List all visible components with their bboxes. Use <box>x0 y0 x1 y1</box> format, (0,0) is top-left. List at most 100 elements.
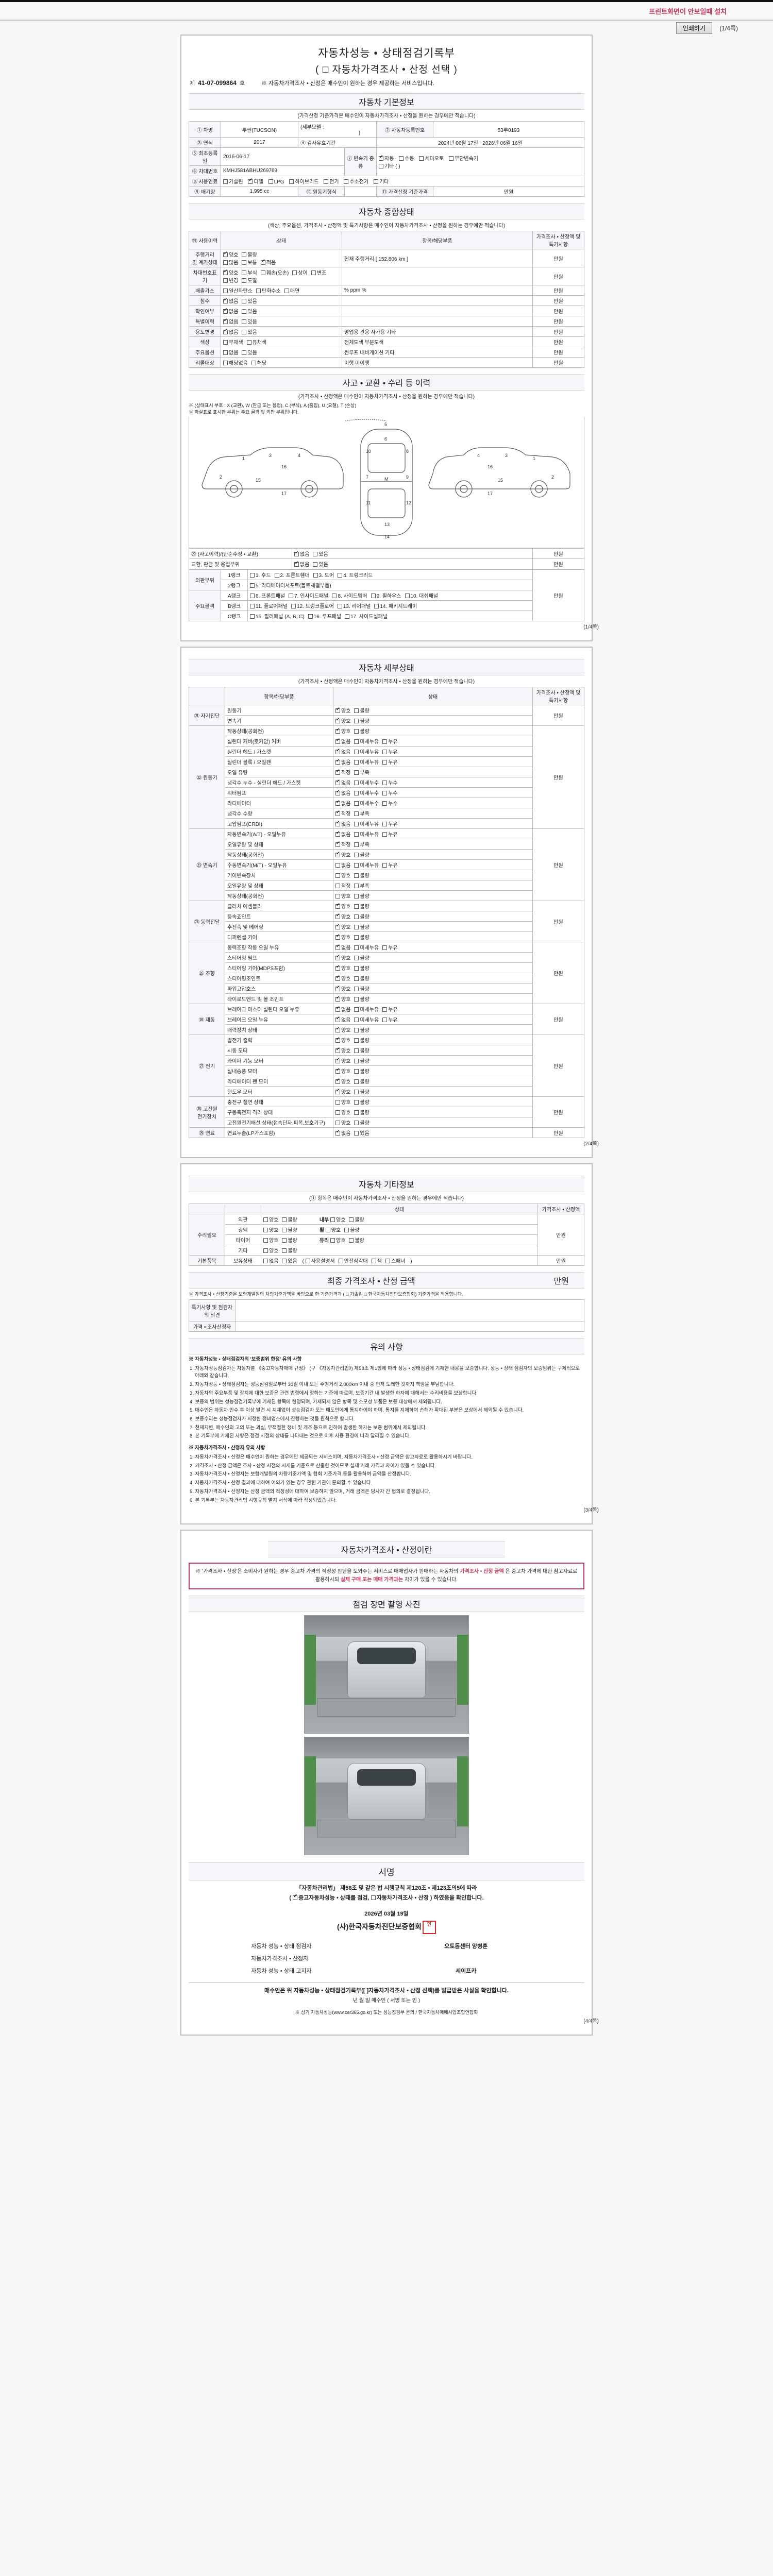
checkbox-icon[interactable] <box>354 1090 359 1094</box>
checkbox-icon[interactable] <box>354 729 359 734</box>
det-2-0-opt-2[interactable]: 누유 <box>382 830 398 838</box>
checkbox-icon[interactable] <box>242 270 247 275</box>
overall-1-0-opt-1[interactable]: 부식 <box>242 268 257 276</box>
checkbox-icon[interactable] <box>305 1259 310 1263</box>
det-6-0-opt-1[interactable]: 불량 <box>354 1036 369 1044</box>
det-1-4-opt-0[interactable]: 적정 <box>335 768 350 776</box>
det-5-2-opt-0[interactable]: 양호 <box>335 1026 350 1033</box>
det-4-0-opt-1[interactable]: 미세누유 <box>354 943 379 951</box>
etc-0-3-opt-1[interactable]: 불량 <box>282 1246 297 1254</box>
det-3-0-opt-0[interactable]: 양호 <box>335 902 350 910</box>
checkbox-icon[interactable] <box>242 252 247 257</box>
checkbox-icon[interactable] <box>250 614 255 619</box>
checkbox-icon[interactable] <box>371 1259 376 1263</box>
checkbox-icon[interactable] <box>382 863 388 868</box>
overall-6-0-opt-1[interactable]: 있음 <box>242 328 257 335</box>
checkbox-icon[interactable] <box>242 260 247 265</box>
det-6-4-opt-0[interactable]: 양호 <box>335 1077 350 1085</box>
checkbox-icon[interactable] <box>354 904 359 909</box>
det-2-3-opt-1[interactable]: 미세누유 <box>354 861 379 869</box>
det-1-1-opt-0[interactable]: 없음 <box>335 737 350 745</box>
checkbox-icon[interactable] <box>335 1026 340 1032</box>
frame-item-0-2[interactable]: 8. 사이드멤버 <box>332 591 367 599</box>
det-1-9-opt-2[interactable]: 누유 <box>382 820 398 827</box>
det-3-1-opt-0[interactable]: 양호 <box>335 912 350 920</box>
frame-item-0-0[interactable]: 6. 프론트패널 <box>250 591 285 599</box>
det-2-0-opt-1[interactable]: 미세누유 <box>354 830 379 838</box>
checkbox-icon[interactable] <box>313 573 318 578</box>
checkbox-icon[interactable] <box>335 831 340 837</box>
frame-item-2-2[interactable]: 17. 사이드실패널 <box>345 612 388 620</box>
checkbox-icon[interactable] <box>354 1028 359 1032</box>
checkbox-icon[interactable] <box>335 923 340 929</box>
det-1-3-opt-2[interactable]: 누유 <box>382 758 398 766</box>
det-0-1-opt-0[interactable]: 양호 <box>335 717 350 724</box>
checkbox-icon[interactable] <box>335 913 340 919</box>
checkbox-icon[interactable] <box>354 1069 359 1074</box>
checkbox-icon[interactable] <box>382 1018 388 1022</box>
det-6-3-opt-0[interactable]: 양호 <box>335 1067 350 1075</box>
frame-item-1-0[interactable]: 11. 플로어패널 <box>250 602 288 609</box>
overall-3-0-opt-1[interactable]: 있음 <box>242 297 257 304</box>
checkbox-icon[interactable] <box>354 1110 359 1115</box>
checkbox-icon[interactable] <box>263 1238 268 1243</box>
checkbox-icon[interactable] <box>354 884 359 888</box>
det-4-3-opt-0[interactable]: 양호 <box>335 974 350 982</box>
det-5-1-opt-1[interactable]: 미세누유 <box>354 1015 379 1023</box>
frame-item-2-1[interactable]: 16. 루프패널 <box>308 612 341 620</box>
checkbox-icon[interactable] <box>354 1079 359 1084</box>
checkbox-icon[interactable] <box>242 278 247 283</box>
checkbox-icon[interactable] <box>335 934 340 940</box>
checkbox-icon[interactable] <box>354 1007 359 1012</box>
det-3-3-opt-0[interactable]: 양호 <box>335 933 350 941</box>
det-2-2-opt-0[interactable]: 양호 <box>335 851 350 858</box>
checkbox-icon[interactable] <box>335 841 340 847</box>
checkbox-icon[interactable] <box>292 270 297 275</box>
overall-0-0-opt-1[interactable]: 불량 <box>242 250 257 258</box>
checkbox-icon[interactable] <box>337 604 342 608</box>
det-6-1-opt-1[interactable]: 불량 <box>354 1046 369 1054</box>
checkbox-icon[interactable] <box>251 361 256 365</box>
print-button[interactable]: 인쇄하기 <box>676 22 712 34</box>
panel-item-0-3[interactable]: 4. 트렁크리드 <box>338 571 373 579</box>
det-1-6-opt-2[interactable]: 누수 <box>382 789 398 796</box>
checkbox-icon[interactable] <box>354 914 359 919</box>
checkbox-icon[interactable] <box>263 1248 268 1253</box>
det-7-2-opt-1[interactable]: 불량 <box>354 1118 369 1126</box>
det-8-0-opt-0[interactable]: 없음 <box>335 1129 350 1137</box>
det-4-3-opt-1[interactable]: 불량 <box>354 974 369 982</box>
det-3-2-opt-1[interactable]: 불량 <box>354 923 369 930</box>
checkbox-icon[interactable] <box>330 1238 335 1243</box>
checkbox-icon[interactable] <box>354 1018 359 1022</box>
checkbox-icon[interactable] <box>354 925 359 929</box>
frame-item-1-2[interactable]: 13. 리어패널 <box>337 602 371 609</box>
checkbox-icon[interactable] <box>308 614 313 619</box>
rear-view-photo[interactable] <box>304 1737 469 1856</box>
checkbox-icon[interactable] <box>250 604 255 608</box>
checkbox-icon[interactable] <box>313 552 318 556</box>
checkbox-icon[interactable] <box>354 1048 359 1053</box>
checkbox-icon[interactable] <box>223 179 228 184</box>
checkbox-icon[interactable] <box>354 822 359 826</box>
checkbox-icon[interactable] <box>223 289 228 293</box>
checkbox-icon[interactable] <box>330 1217 335 1222</box>
checkbox-icon[interactable] <box>335 800 340 806</box>
etc-0-2-opt-1[interactable]: 불량 <box>282 1236 297 1244</box>
checkbox-icon[interactable] <box>335 779 340 785</box>
det-4-0-opt-2[interactable]: 누유 <box>382 943 398 951</box>
checkbox-icon[interactable] <box>354 894 359 899</box>
checkbox-icon[interactable] <box>354 719 359 723</box>
det-2-1-opt-1[interactable]: 부족 <box>354 840 369 848</box>
fuel-opt-hydrogen[interactable]: 수소전기 <box>344 177 368 185</box>
checkbox-icon[interactable] <box>335 1006 340 1012</box>
trans-opt-manual[interactable]: 수동 <box>399 154 414 162</box>
det-2-5-opt-0[interactable]: 적정 <box>335 882 350 889</box>
checkbox-icon[interactable] <box>324 179 329 184</box>
det-3-1-opt-1[interactable]: 불량 <box>354 912 369 920</box>
det-1-6-opt-0[interactable]: 없음 <box>335 789 350 796</box>
overall-0-1-opt-0[interactable]: 많음 <box>223 258 238 266</box>
checkbox-icon[interactable] <box>293 1894 298 1900</box>
checkbox-icon[interactable] <box>354 935 359 940</box>
checkbox-icon[interactable] <box>223 260 228 265</box>
